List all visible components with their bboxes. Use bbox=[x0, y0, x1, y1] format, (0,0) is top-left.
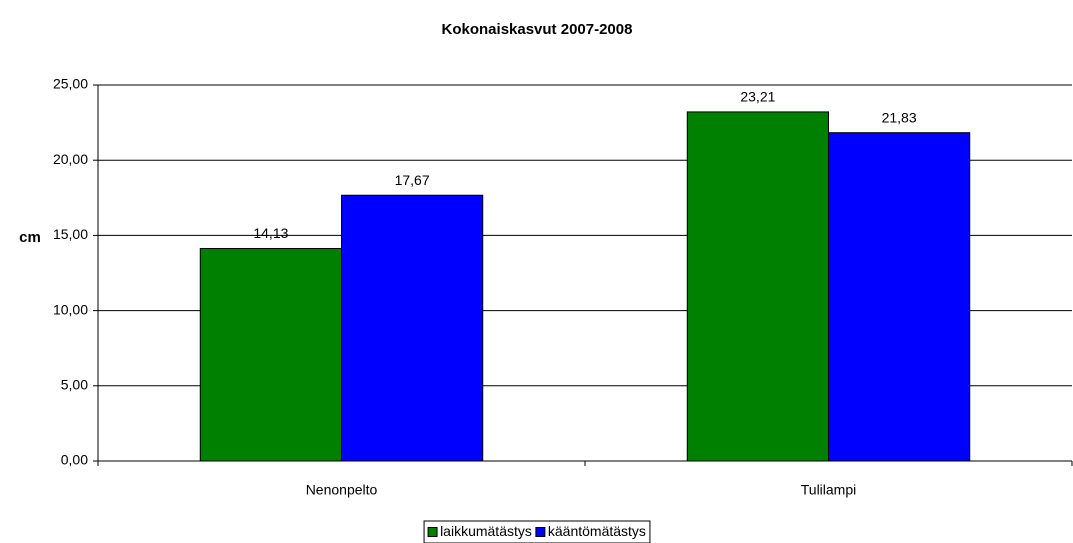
bar bbox=[199, 247, 342, 462]
bar bbox=[341, 194, 484, 462]
bar bbox=[686, 111, 830, 462]
value-label: 14,13 bbox=[253, 225, 288, 241]
y-tick-label: 20,00 bbox=[53, 151, 88, 167]
value-label: 21,83 bbox=[882, 109, 917, 125]
bar bbox=[828, 132, 971, 462]
y-tick-label: 25,00 bbox=[53, 76, 88, 92]
y-tick-label: 0,00 bbox=[61, 452, 88, 468]
y-tick-label: 15,00 bbox=[53, 226, 88, 242]
y-axis-label: cm bbox=[19, 229, 41, 246]
value-label: 17,67 bbox=[395, 172, 430, 188]
x-tick-label: Tulilampi bbox=[801, 482, 857, 498]
legend bbox=[423, 520, 651, 543]
legend-swatch bbox=[535, 527, 546, 537]
legend-label: kääntömätästys bbox=[548, 523, 646, 539]
legend-label: laikkumätästys bbox=[440, 523, 532, 539]
chart-title: Kokonaiskasvut 2007-2008 bbox=[442, 21, 633, 38]
legend-swatch bbox=[427, 527, 438, 537]
x-tick-label: Nenonpelto bbox=[306, 482, 378, 498]
y-tick-label: 5,00 bbox=[61, 377, 88, 393]
y-tick-label: 10,00 bbox=[53, 301, 88, 317]
value-label: 23,21 bbox=[740, 89, 775, 105]
